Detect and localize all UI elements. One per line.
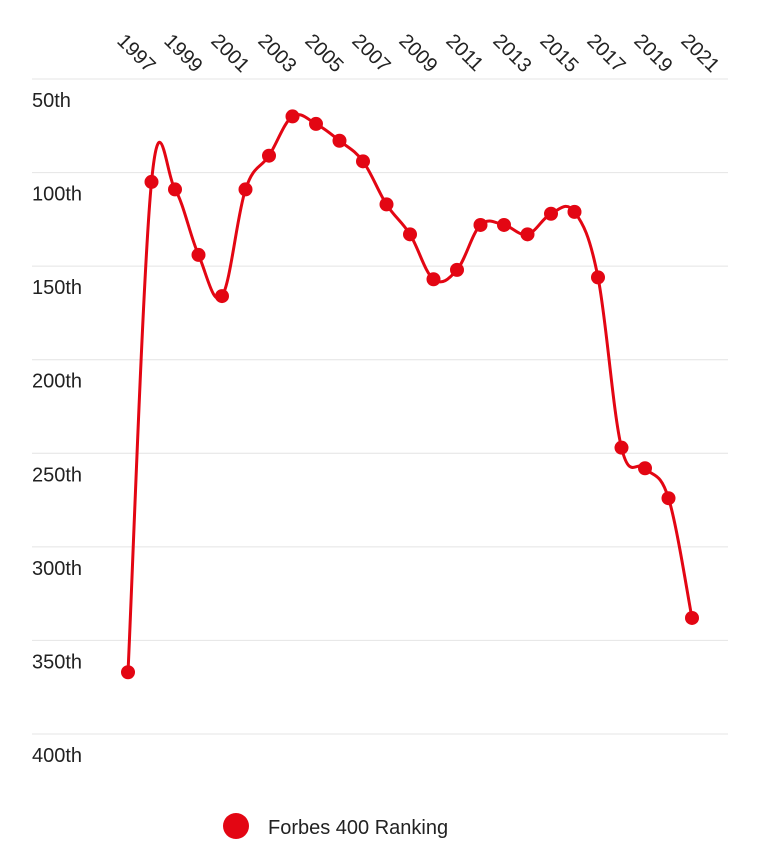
data-point	[238, 182, 253, 197]
x-tick-label: 2001	[206, 30, 253, 77]
data-point	[614, 440, 629, 455]
data-point	[332, 133, 347, 148]
data-point	[403, 227, 417, 242]
data-point	[309, 116, 323, 131]
x-tick-label: 2003	[253, 30, 300, 77]
data-point	[144, 174, 159, 189]
y-tick-label: 50th	[32, 90, 71, 112]
y-tick-label: 100th	[32, 184, 82, 206]
y-tick-label: 200th	[32, 371, 82, 393]
y-tick-label: 300th	[32, 558, 82, 580]
data-point	[285, 109, 300, 124]
data-point	[497, 217, 511, 232]
x-tick-label: 2015	[535, 30, 582, 77]
x-tick-label: 2017	[582, 30, 629, 77]
x-tick-label: 2005	[300, 30, 347, 77]
data-point	[121, 665, 135, 680]
x-tick-label: 2011	[441, 30, 487, 76]
data-point	[591, 270, 605, 285]
data-point	[262, 148, 276, 163]
x-tick-label: 2021	[676, 30, 723, 77]
x-tick-label: 2013	[488, 30, 535, 77]
data-point	[379, 197, 394, 212]
series-line	[126, 113, 694, 673]
data-point	[544, 206, 558, 221]
data-point	[473, 217, 488, 232]
data-point	[426, 272, 441, 287]
legend-label: Forbes 400 Ranking	[268, 817, 448, 839]
data-point	[215, 289, 229, 304]
x-tick-label: 1997	[112, 30, 159, 77]
y-tick-label: 350th	[32, 651, 82, 673]
data-point	[567, 204, 582, 219]
x-tick-label: 2007	[347, 30, 394, 77]
data-point	[168, 182, 182, 197]
legend-marker	[223, 813, 249, 839]
y-tick-label: 250th	[32, 464, 82, 486]
data-point	[661, 491, 676, 506]
data-point	[685, 610, 699, 625]
data-point	[520, 227, 535, 242]
data-point	[191, 247, 206, 262]
x-tick-label: 2009	[394, 30, 441, 77]
y-tick-label: 400th	[32, 745, 82, 767]
data-point	[638, 461, 652, 476]
data-point	[450, 262, 464, 277]
x-tick-label: 1999	[159, 30, 206, 77]
y-tick-label: 150th	[32, 277, 82, 299]
x-tick-label: 2019	[629, 30, 676, 77]
data-point	[356, 154, 370, 169]
